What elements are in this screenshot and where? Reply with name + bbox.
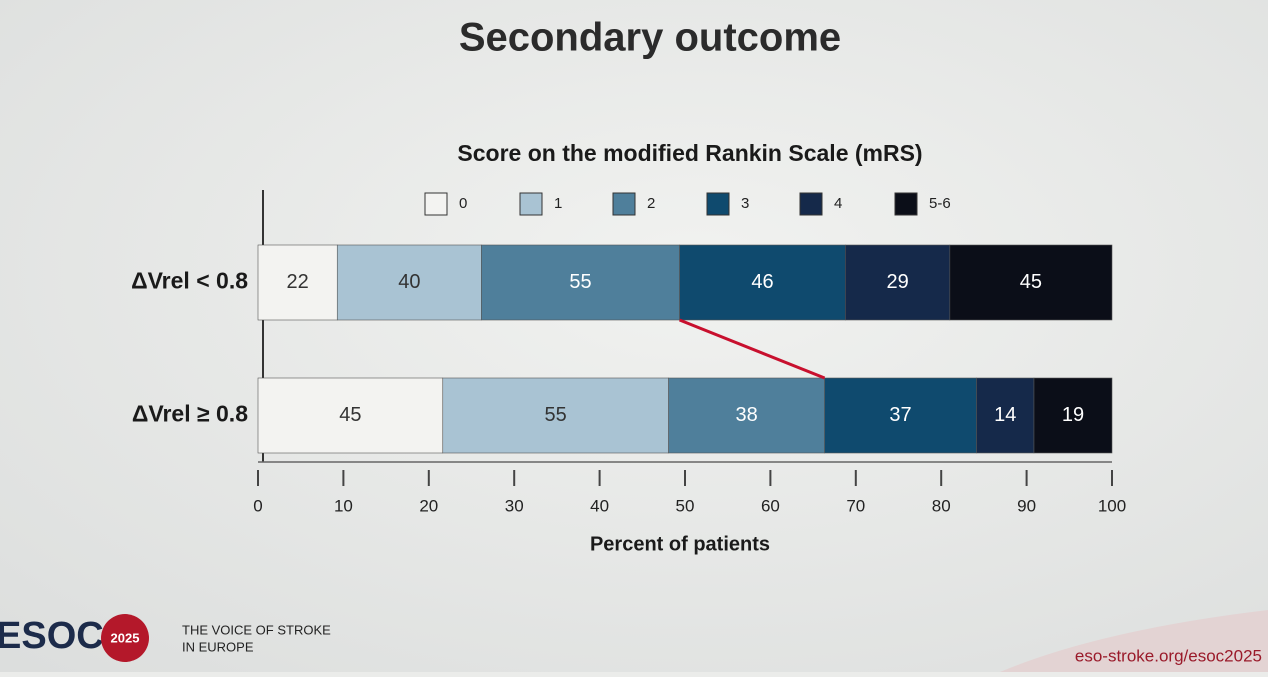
data-label: 45 [1020, 271, 1042, 293]
bar-segment [481, 244, 680, 321]
footer-swoosh [1000, 610, 1268, 672]
legend-label: 1 [554, 195, 562, 212]
legend-swatch [612, 192, 636, 216]
data-label: 55 [545, 404, 567, 426]
y-tick-label: ΔVrel ≥ 0.8 [132, 401, 248, 427]
logo-badge [101, 614, 149, 662]
annotation-line [679, 318, 826, 380]
bar-segment [257, 244, 338, 321]
legend-label: 4 [834, 195, 842, 212]
bar-segment [668, 377, 825, 454]
tagline: THE VOICE OF STROKE [182, 622, 331, 637]
x-tick-label: 100 [1098, 496, 1126, 515]
data-label: 55 [569, 271, 591, 293]
tagline: IN EUROPE [182, 639, 254, 654]
bar-segment [976, 377, 1035, 454]
data-label: 14 [994, 404, 1016, 426]
bar-segment [1033, 377, 1113, 454]
bar-segment [679, 244, 846, 321]
x-tick-label: 30 [505, 496, 524, 515]
legend-label: 0 [459, 195, 467, 212]
x-tick-label: 0 [253, 496, 262, 515]
legend-label: 2 [647, 195, 655, 212]
footer-url: eso-stroke.org/esoc2025 [1075, 646, 1262, 665]
legend-swatch [894, 192, 918, 216]
data-label: 45 [339, 404, 361, 426]
x-tick-label: 70 [846, 496, 865, 515]
x-tick-label: 90 [1017, 496, 1036, 515]
y-tick-label: ΔVrel < 0.8 [131, 268, 248, 294]
legend-label: 3 [741, 195, 749, 212]
legend-swatch [519, 192, 543, 216]
logo: ESOC [0, 615, 104, 657]
data-label: 38 [735, 404, 757, 426]
data-label: 29 [886, 271, 908, 293]
data-label: 19 [1062, 404, 1084, 426]
bar-segment [949, 244, 1113, 321]
x-tick-label: 20 [419, 496, 438, 515]
bar-segment [336, 244, 482, 321]
bar-segment [257, 377, 444, 454]
legend-label: 5-6 [929, 195, 951, 212]
x-axis-label: Percent of patients [590, 533, 770, 555]
bar-segment [442, 377, 669, 454]
legend-swatch [424, 192, 448, 216]
bar-segment [845, 244, 951, 321]
legend-swatch [799, 192, 823, 216]
x-tick-label: 80 [932, 496, 951, 515]
chart-title: Score on the modified Rankin Scale (mRS) [457, 140, 922, 166]
x-tick-label: 40 [590, 496, 609, 515]
logo-year: 2025 [111, 630, 140, 645]
legend-swatch [706, 192, 730, 216]
x-tick-label: 50 [676, 496, 695, 515]
data-label: 40 [398, 271, 420, 293]
x-tick-label: 60 [761, 496, 780, 515]
data-label: 37 [889, 404, 911, 426]
data-label: 22 [287, 271, 309, 293]
x-tick-label: 10 [334, 496, 353, 515]
data-label: 46 [751, 271, 773, 293]
bar-segment [824, 377, 977, 454]
slide-title: Secondary outcome [459, 16, 841, 60]
